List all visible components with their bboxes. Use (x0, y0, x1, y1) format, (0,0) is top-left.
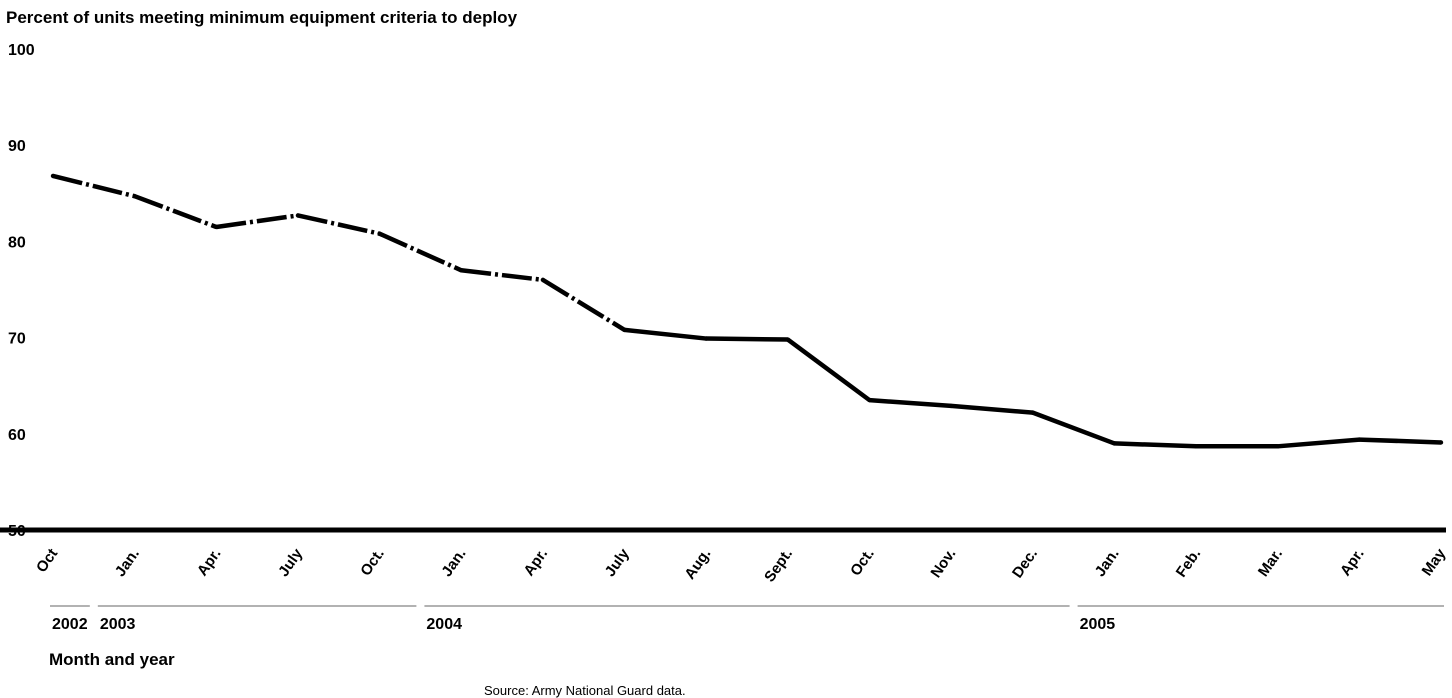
line-segment (541, 277, 626, 332)
data-point (1275, 444, 1280, 449)
year-groups: 2002 2003 2004 2005 (50, 605, 1444, 633)
line-segment (869, 397, 952, 409)
y-tick-label: 80 (8, 234, 26, 251)
x-axis-label: Month and year (49, 650, 175, 669)
data-point (540, 277, 546, 283)
x-axis: Oct Jan. Apr. July Oct. Jan. Apr. July Aug. Sept.… (33, 545, 1450, 585)
x-tick-label: Oct. (357, 546, 388, 580)
x-tick-label: Jan. (1092, 546, 1123, 580)
source-note: Source: Army National Guard data. (484, 683, 686, 698)
x-tick-label: Oct (33, 546, 61, 576)
x-tick-label: Apr. (1337, 546, 1368, 580)
data-point (459, 268, 464, 273)
line-segment (460, 268, 544, 283)
data-point (1112, 441, 1117, 446)
y-tick-label: 90 (8, 138, 26, 155)
x-tick-label: Dec. (1009, 546, 1041, 582)
data-point (1357, 437, 1362, 442)
year-label: 2005 (1080, 616, 1116, 633)
line-segment (786, 337, 871, 402)
line-segment (1114, 441, 1197, 449)
data-point (50, 173, 56, 179)
line-segment (1277, 437, 1360, 449)
data-point (295, 213, 301, 218)
x-tick-label: May (1419, 545, 1450, 579)
chart-title: Percent of units meeting minimum equipme… (6, 8, 518, 27)
line-segment (624, 327, 707, 341)
x-tick-label: July (602, 545, 634, 580)
data-point (132, 193, 137, 199)
series-line (50, 173, 1444, 449)
data-point (622, 327, 627, 333)
y-axis: 1009080706050 (8, 42, 35, 540)
data-point (377, 231, 382, 236)
x-tick-label: Sept. (761, 546, 796, 586)
line-segment (1031, 410, 1116, 446)
x-tick-label: Jan. (438, 546, 469, 580)
line-segment (706, 336, 788, 342)
data-point (1030, 410, 1035, 415)
x-tick-label: Feb. (1173, 546, 1205, 581)
x-tick-label: Jan. (112, 546, 143, 580)
year-label: 2004 (426, 616, 462, 633)
x-tick-label: Apr. (194, 546, 225, 580)
x-tick-label: Mar. (1255, 546, 1286, 580)
x-tick-label: Oct. (847, 546, 878, 580)
x-tick-label: July (275, 545, 307, 580)
x-tick-label: Aug. (681, 546, 714, 583)
data-point (703, 336, 709, 341)
line-segment (215, 213, 299, 230)
line-segment (52, 173, 136, 199)
x-tick-label: Apr. (520, 546, 551, 580)
data-point (1193, 444, 1199, 449)
year-label: 2002 (52, 616, 88, 633)
line-segment (133, 194, 218, 230)
y-tick-label: 60 (8, 427, 26, 444)
data-point (1438, 440, 1444, 445)
y-tick-label: 100 (8, 42, 35, 59)
line-segment (950, 403, 1033, 415)
data-point (214, 224, 219, 230)
data-point (948, 403, 954, 409)
line-segment (1359, 437, 1442, 445)
line-segment (297, 213, 381, 236)
data-point (867, 397, 872, 403)
y-tick-label: 70 (8, 331, 26, 348)
year-label: 2003 (100, 616, 136, 633)
x-tick-label: Nov. (927, 546, 959, 581)
line-segment (378, 231, 463, 273)
data-point (785, 337, 791, 342)
